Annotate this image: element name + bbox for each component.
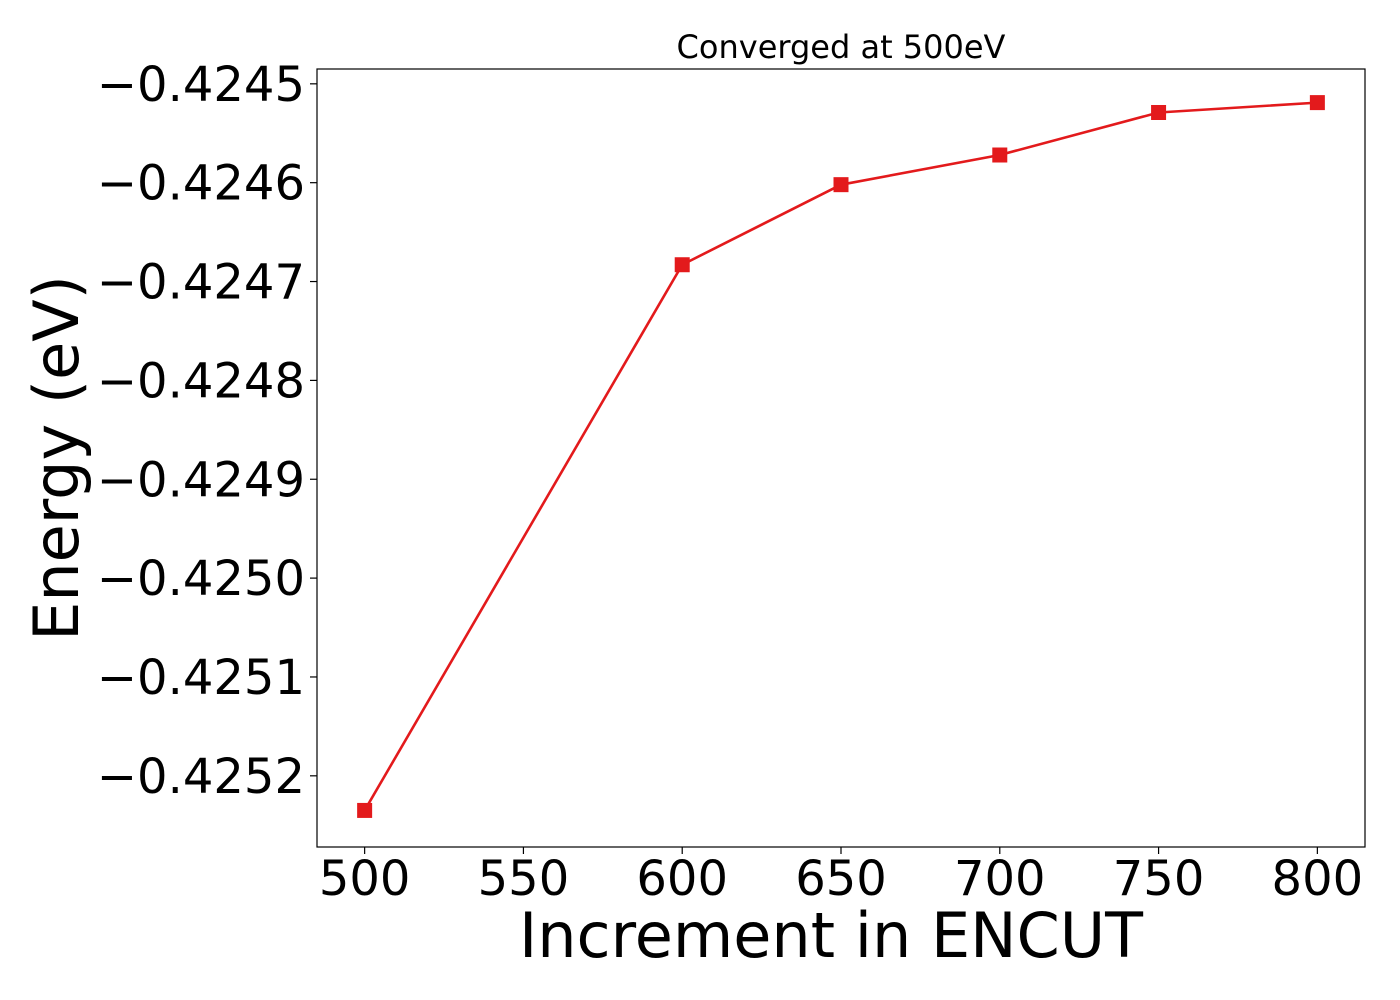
- x-tick-label: 500: [319, 851, 411, 907]
- y-axis-label: Energy (eV): [20, 275, 93, 641]
- x-tick-label: 700: [954, 851, 1046, 907]
- y-tick-label: −0.4248: [97, 353, 305, 409]
- x-axis: 500 550 600 650 700 750 800: [319, 847, 1363, 907]
- y-tick-label: −0.4251: [97, 650, 305, 706]
- chart-title: Converged at 500eV: [677, 28, 1006, 66]
- x-tick-label: 800: [1272, 851, 1364, 907]
- series-layer: [357, 95, 1325, 818]
- data-point-marker: [833, 177, 849, 193]
- y-tick-label: −0.4245: [97, 57, 305, 113]
- y-tick-label: −0.4246: [97, 156, 305, 212]
- data-point-marker: [674, 257, 690, 273]
- data-point-marker: [1151, 104, 1167, 120]
- plot-area: [316, 68, 1366, 848]
- data-point-marker: [357, 802, 373, 818]
- x-tick-label: 600: [636, 851, 728, 907]
- y-tick-label: −0.4252: [97, 749, 305, 805]
- data-point-marker: [1309, 95, 1325, 111]
- x-tick-label: 550: [478, 851, 570, 907]
- y-tick-label: −0.4250: [97, 551, 305, 607]
- series-line: [363, 101, 1318, 812]
- y-tick-label: −0.4249: [97, 452, 305, 508]
- y-tick-label: −0.4247: [97, 255, 305, 311]
- data-point-marker: [992, 147, 1008, 163]
- x-axis-label: Increment in ENCUT: [519, 899, 1144, 972]
- x-tick-label: 650: [795, 851, 887, 907]
- x-tick-label: 750: [1113, 851, 1205, 907]
- y-axis: −0.4252 −0.4251 −0.4250 −0.4249 −0.4248 −0.42…: [97, 57, 317, 805]
